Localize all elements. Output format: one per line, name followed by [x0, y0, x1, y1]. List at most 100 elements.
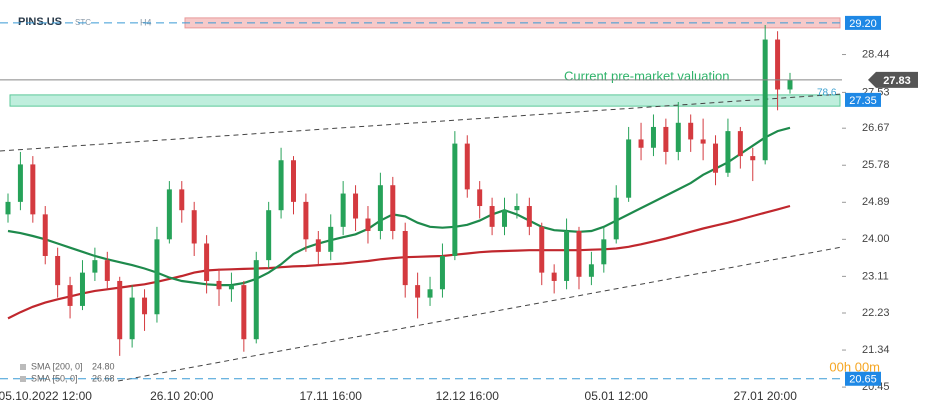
candle-body [328, 226, 334, 252]
candle-body [526, 206, 532, 227]
symbol: PINS.US [18, 16, 62, 28]
candle-body [129, 297, 135, 340]
candle-body [55, 255, 61, 286]
candle-body [290, 160, 296, 202]
candle-body [427, 289, 433, 298]
candle-body [30, 164, 36, 215]
legend-swatch [20, 376, 26, 382]
candle-body [439, 255, 445, 290]
upper-trend-line [0, 93, 843, 152]
zone [9, 94, 841, 107]
candle-body [104, 260, 110, 281]
candle-body [601, 239, 607, 265]
candle-body [613, 197, 619, 240]
candle-body [588, 264, 594, 277]
candle-body [638, 139, 644, 148]
candle-body [402, 231, 408, 286]
candle-body [204, 243, 210, 281]
candle-body [179, 189, 185, 211]
x-tick-label: 05.01 12:00 [585, 389, 649, 403]
candle-body [142, 297, 148, 315]
level-box [845, 92, 881, 107]
candle-body [377, 185, 383, 232]
legend-name: SMA [200, 0] [31, 361, 83, 371]
candle-body [663, 126, 669, 152]
candle-body [688, 122, 694, 140]
countdown: 00h 00m [829, 359, 880, 374]
y-tick-label: 23.11 [862, 270, 889, 282]
level-box [845, 371, 881, 386]
x-tick-label: 27.01 20:00 [733, 389, 797, 403]
candle-body [92, 260, 98, 273]
candle-body [775, 39, 781, 90]
level-label: 20.65 [849, 374, 877, 386]
candle-body [191, 210, 197, 244]
x-tick-label: 17.11 16:00 [299, 389, 362, 403]
candle-body [750, 156, 756, 161]
candle-body [514, 206, 520, 211]
candle-body [452, 143, 458, 256]
candle-body [315, 239, 321, 252]
fib-label: 78.6 [817, 88, 837, 99]
y-tick-label: 26.67 [862, 122, 890, 134]
candle-body [551, 272, 557, 281]
candle-body [489, 206, 495, 227]
candle-body [278, 160, 284, 211]
candle-body [700, 139, 706, 144]
candle-body [154, 239, 160, 315]
level-label: 27.35 [849, 95, 877, 107]
candle-body [228, 285, 234, 290]
y-tick-label: 21.34 [862, 344, 890, 356]
candle-body [477, 189, 483, 207]
candle-body [42, 214, 48, 256]
candle-body [564, 231, 570, 281]
annotation: Current pre-market valuation [564, 68, 729, 83]
x-tick-label: 26.10 20:00 [150, 389, 214, 403]
candle-body [353, 193, 359, 219]
y-tick-label: 24.00 [862, 233, 890, 245]
candle-body [79, 272, 85, 306]
candle-body [464, 143, 470, 190]
y-tick-label: 28.44 [862, 48, 890, 60]
candle-body [675, 122, 681, 152]
y-tick-label: 22.23 [862, 307, 890, 319]
x-tick-label: 12.12 16:00 [436, 389, 500, 403]
candle-body [241, 285, 247, 340]
legend-swatch [20, 364, 26, 370]
legend-value: 24.80 [92, 361, 115, 371]
lower-trend-line [117, 246, 843, 382]
candle-body [787, 79, 793, 90]
candle-body [216, 280, 222, 290]
candle-body [253, 260, 259, 340]
sma-line [7, 126, 791, 287]
x-tick-label: 05.10.2022 12:00 [0, 389, 92, 403]
candle-body [576, 231, 582, 277]
current-price-label: 27.83 [883, 75, 911, 87]
candle-body [502, 210, 508, 227]
level-label: 29.20 [849, 18, 877, 30]
current-price-box [868, 71, 918, 88]
candle-body [5, 201, 11, 215]
candle-body [650, 126, 656, 148]
candle-body [340, 193, 346, 227]
legend-value: 26.68 [92, 373, 115, 383]
level-box [845, 15, 881, 30]
timeframe: H4 [140, 17, 152, 27]
candle-body [67, 285, 73, 306]
candle-body [390, 185, 396, 232]
candle-body [266, 210, 272, 261]
candle-body [415, 285, 421, 298]
candle-body [539, 226, 545, 273]
candle-body [117, 280, 123, 340]
candle-body [166, 189, 172, 240]
y-tick-label: 25.78 [862, 159, 890, 171]
y-tick-label: 24.89 [862, 196, 890, 208]
sma-line [7, 204, 791, 320]
candle-body [365, 218, 371, 232]
candle-body [762, 39, 768, 161]
candle-body [626, 139, 632, 198]
candle-body [713, 143, 719, 173]
candle-body [17, 164, 23, 202]
candle-body [725, 131, 731, 173]
